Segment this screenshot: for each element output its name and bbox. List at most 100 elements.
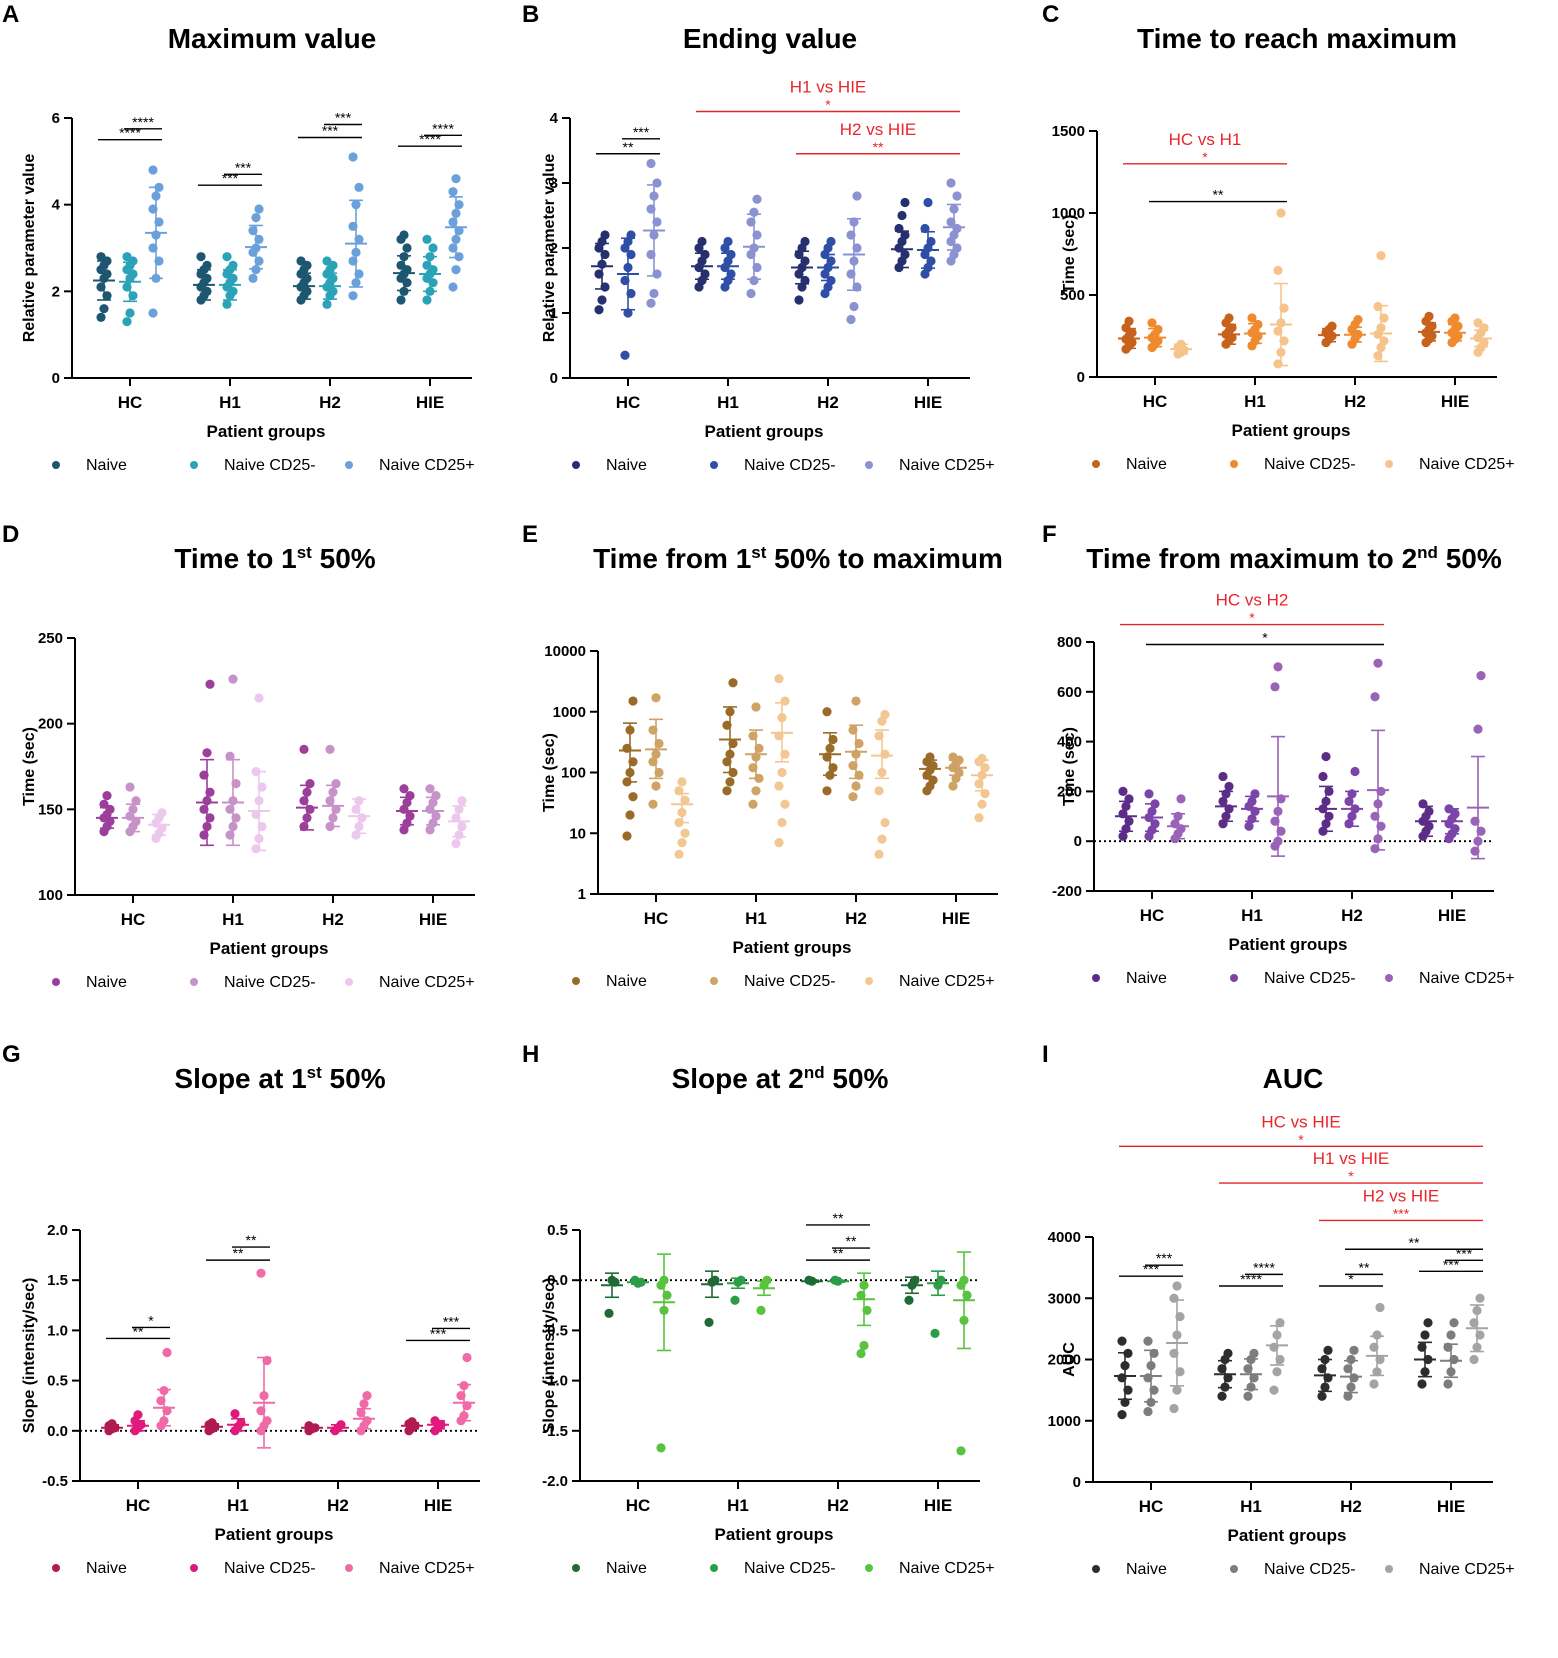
chart-title-sup: nd (1417, 543, 1438, 562)
x-axis-label: Patient groups (714, 1525, 833, 1544)
data-point (348, 152, 358, 162)
data-point (1375, 1302, 1385, 1313)
data-point (674, 849, 684, 859)
chart-title-main: Time from maximum to 2 (1086, 543, 1417, 574)
y-tick-label: 1000 (1048, 1413, 1081, 1430)
data-point (1343, 1391, 1353, 1401)
significance-stars: ** (1213, 187, 1224, 203)
x-axis-label: Patient groups (1228, 935, 1347, 954)
x-tick-label: H1 (1244, 392, 1266, 411)
data-point (930, 1328, 940, 1339)
y-tick-label: 0 (550, 370, 558, 387)
legend-label: Naive CD25+ (1419, 1561, 1515, 1578)
y-tick-label: 150 (38, 801, 63, 818)
y-tick-label: 1000 (553, 704, 586, 721)
legend-label: Naive CD25+ (1419, 456, 1515, 473)
y-tick-label: 2000 (1048, 1352, 1081, 1369)
chart-title-rest: 50% (825, 1063, 889, 1094)
legend-marker (1230, 1565, 1238, 1573)
data-point (852, 191, 862, 201)
data-point (1476, 671, 1486, 681)
data-point (1147, 318, 1157, 328)
x-tick-label: H2 (1340, 1497, 1362, 1516)
panel-letter: G (2, 1041, 21, 1068)
x-tick-label: H2 (327, 1496, 349, 1515)
x-tick-label: H2 (319, 393, 341, 412)
y-tick-label: 1 (550, 305, 558, 322)
comparison-label: H1 vs HIE (1313, 1149, 1390, 1168)
y-tick-label: 0 (1073, 1474, 1081, 1491)
legend-marker (1385, 460, 1393, 468)
x-axis-label: Patient groups (209, 939, 328, 958)
data-point (1218, 771, 1228, 782)
data-point (196, 252, 206, 262)
significance-stars: **** (132, 114, 154, 130)
y-tick-label: 2 (550, 240, 558, 257)
data-point (1272, 1367, 1282, 1377)
data-point (296, 256, 306, 266)
legend-marker (572, 977, 580, 985)
data-point (125, 782, 135, 792)
data-point (822, 707, 832, 717)
data-point (228, 674, 238, 684)
data-point (1346, 1354, 1356, 1365)
data-point (399, 825, 409, 835)
chart-title-sup: st (751, 543, 766, 562)
y-tick-label: -1.0 (542, 1373, 568, 1390)
data-point (1417, 1379, 1427, 1389)
data-point (880, 709, 890, 720)
data-point (148, 308, 158, 318)
y-tick-label: 200 (38, 716, 63, 733)
x-tick-label: HIE (924, 1496, 952, 1515)
data-point (402, 243, 412, 253)
data-point (322, 299, 332, 309)
data-point (457, 796, 467, 806)
legend-label: Naive CD25- (1264, 1561, 1356, 1578)
significance-stars: ** (623, 139, 634, 155)
panel-I: I AUC 0 1000 2000 3000 4000 AUC HC H1 H2 HIE Patient… (1042, 1041, 1515, 1578)
data-point (904, 1295, 914, 1305)
x-tick-label: HIE (1438, 906, 1466, 925)
significance-stars: *** (443, 1313, 460, 1329)
significance-stars: * (825, 97, 831, 113)
data-point (946, 178, 956, 188)
legend-marker (1230, 974, 1238, 982)
data-point (777, 817, 787, 828)
data-point (1376, 251, 1386, 261)
data-point (125, 308, 135, 318)
y-tick-label: -0.5 (542, 1322, 568, 1339)
data-point (920, 223, 930, 234)
data-point (1276, 208, 1286, 218)
significance-stars: ** (846, 1233, 857, 1249)
x-axis-label: Patient groups (732, 938, 851, 957)
data-point (794, 295, 804, 305)
significance-stars: ** (233, 1245, 244, 1261)
x-tick-label: HIE (424, 1496, 452, 1515)
data-point (1243, 1391, 1253, 1401)
data-point (1370, 692, 1380, 702)
legend-label: Naive CD25- (224, 974, 316, 991)
data-point (448, 282, 458, 292)
data-point (205, 679, 215, 689)
data-point (354, 182, 364, 192)
data-point (1350, 766, 1360, 777)
legend-label: Naive CD25+ (899, 1560, 995, 1577)
legend-marker (865, 1564, 873, 1572)
data-point (620, 350, 630, 360)
data-point (594, 305, 604, 315)
legend-marker (52, 1564, 60, 1572)
y-tick-label: 3000 (1048, 1290, 1081, 1307)
y-axis-label: Slope (intensity/sec) (541, 1278, 558, 1434)
data-point (1473, 724, 1483, 734)
chart-title: Ending value (683, 23, 857, 54)
significance-stars: ** (873, 139, 884, 155)
data-point (849, 301, 859, 312)
x-tick-label: H1 (222, 910, 244, 929)
y-tick-label: 1 (578, 886, 586, 903)
data-point (251, 213, 261, 223)
x-tick-label: H2 (845, 909, 867, 928)
data-point (874, 786, 884, 796)
y-tick-label: 2.0 (47, 1222, 68, 1239)
data-point (230, 1409, 240, 1419)
chart-title: AUC (1263, 1063, 1324, 1094)
